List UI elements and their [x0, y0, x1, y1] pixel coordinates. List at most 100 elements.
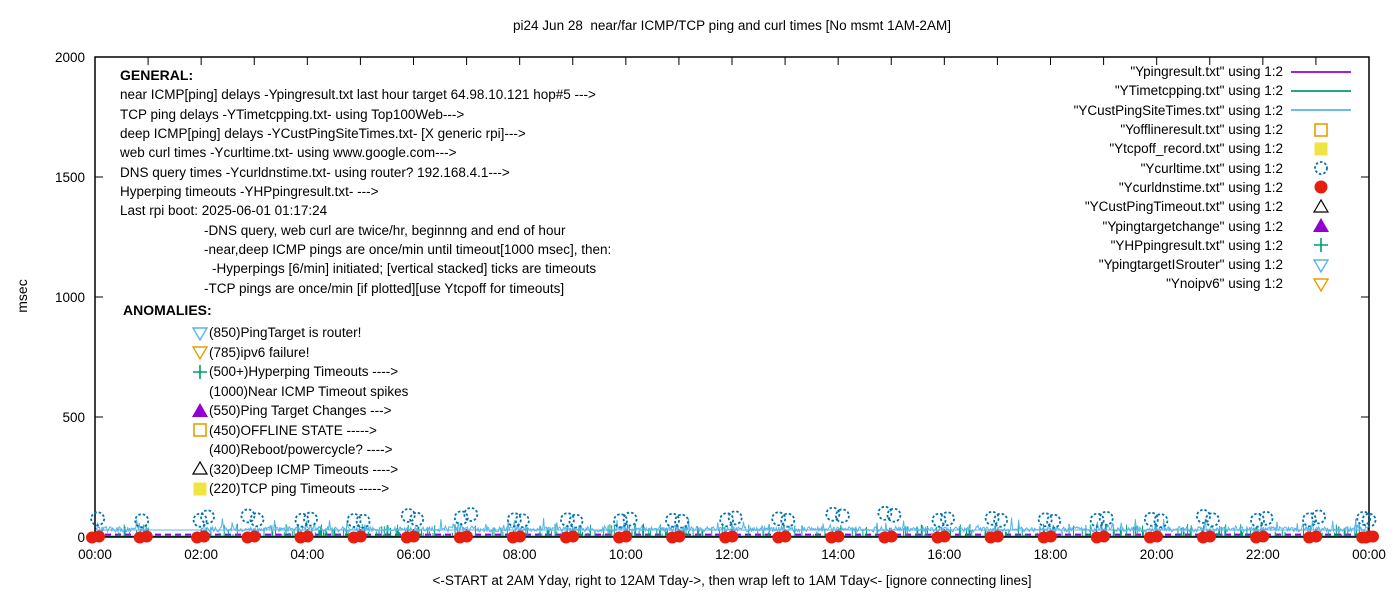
- anomaly-row: (320)Deep ICMP Timeouts ---->: [191, 460, 408, 480]
- anomaly-label: (220)TCP ping Timeouts ----->: [209, 481, 390, 496]
- plus-icon: [193, 364, 207, 379]
- general-line: -Hyperpings [6/min] initiated; [vertical…: [212, 261, 597, 277]
- series-curl-points: [90, 505, 1377, 529]
- general-line: -TCP pings are once/min [if plotted][use…: [204, 280, 565, 296]
- filled-triangle-icon: [1313, 218, 1329, 233]
- anomaly-label: (785)ipv6 failure!: [209, 344, 310, 360]
- x-tick-labels: 00:00 02:00 04:00 06:00 08:00 10:00 12:00 14:00…: [78, 547, 1386, 562]
- legend-label: "Ypingtargetchange" using 1:2: [1102, 218, 1283, 234]
- open-tri-down-icon: [1312, 258, 1330, 273]
- legend-row: "Ytcpoff_record.txt" using 1:2: [1018, 139, 1357, 158]
- legend-row: "YCustPingTimeout.txt" using 1:2: [1018, 197, 1357, 216]
- general-line: Hyperping timeouts -YHPpingresult.txt- -…: [120, 184, 379, 200]
- x-tick-label: 16:00: [927, 547, 961, 562]
- anomaly-label: (400)Reboot/powercycle? ---->: [209, 442, 393, 457]
- legend-label: "Ycurldnstime.txt" using 1:2: [1118, 179, 1283, 195]
- filled-circle-icon: [1314, 180, 1328, 194]
- general-line: TCP ping delays -YTimetcpping.txt- using…: [120, 106, 465, 122]
- x-tick-label: 10:00: [609, 547, 643, 562]
- legend: "Ypingresult.txt" using 1:2 "YTimetcppin…: [1018, 62, 1357, 294]
- general-heading: GENERAL:: [120, 67, 194, 83]
- anomaly-label: (500+)Hyperping Timeouts ---->: [209, 364, 399, 379]
- legend-row: "YpingtargetISrouter" using 1:2: [1018, 255, 1357, 274]
- general-line: Last rpi boot: 2025-06-01 01:17:24: [120, 203, 328, 219]
- no-icon: [191, 441, 209, 459]
- line-icon: [1291, 109, 1351, 112]
- general-line: deep ICMP[ping] delays -YCustPingSiteTim…: [120, 126, 526, 142]
- x-tick-label: 12:00: [715, 547, 749, 562]
- series-dns-points: [86, 530, 1379, 544]
- y-tick-label: 500: [62, 410, 85, 425]
- y-axis-label: msec: [14, 279, 30, 313]
- x-tick-label: 02:00: [184, 547, 218, 562]
- line-icon: [1291, 90, 1351, 92]
- anomaly-row: (785)ipv6 failure!: [191, 343, 408, 363]
- y-tick-label: 1000: [55, 290, 85, 305]
- legend-row: "Ypingtargetchange" using 1:2: [1018, 216, 1357, 235]
- anomaly-label: (1000)Near ICMP Timeout spikes: [209, 383, 409, 399]
- filled-square-icon: [1314, 142, 1328, 156]
- legend-label: "Ycurltime.txt" using 1:2: [1140, 160, 1283, 176]
- y-tick-label: 1500: [55, 170, 85, 185]
- legend-label: "YpingtargetISrouter" using 1:2: [1098, 257, 1283, 273]
- x-tick-label: 04:00: [290, 547, 324, 562]
- anomaly-row: (220)TCP ping Timeouts ----->: [191, 479, 408, 499]
- filled-square-icon: [193, 482, 207, 496]
- open-triangle-icon: [1312, 198, 1330, 213]
- legend-label: "Ytcpoff_record.txt" using 1:2: [1109, 141, 1283, 157]
- x-tick-label: 00:00: [1352, 547, 1386, 562]
- general-line: -near,deep ICMP pings are once/min until…: [204, 242, 612, 258]
- open-square-icon: [193, 423, 207, 438]
- filled-triangle-icon: [192, 402, 208, 417]
- x-tick-label: 00:00: [78, 547, 112, 562]
- x-tick-label: 22:00: [1246, 547, 1280, 562]
- anomalies-section: ANOMALIES: (850)PingTarget is router! (7…: [123, 302, 408, 499]
- open-circle-icon: [1314, 161, 1328, 176]
- anomaly-row: (450)OFFLINE STATE ----->: [191, 421, 408, 441]
- general-lines: near ICMP[ping] delays -Ypingresult.txt …: [120, 85, 611, 298]
- open-tri-down-icon: [191, 327, 209, 342]
- legend-row: "Ycurltime.txt" using 1:2: [1018, 158, 1357, 177]
- anomaly-label: (550)Ping Target Changes --->: [209, 403, 392, 418]
- anomaly-label: (320)Deep ICMP Timeouts ---->: [209, 461, 399, 477]
- legend-row: "Yofflineresult.txt" using 1:2: [1018, 120, 1357, 139]
- anomaly-row: (1000)Near ICMP Timeout spikes: [191, 382, 408, 402]
- legend-label: "Ypingresult.txt" using 1:2: [1130, 64, 1283, 80]
- open-tri-down-icon: [1312, 278, 1330, 293]
- x-tick-label: 06:00: [397, 547, 431, 562]
- legend-row: "YTimetcpping.txt" using 1:2: [1018, 81, 1357, 100]
- anomaly-label: (450)OFFLINE STATE ----->: [209, 422, 377, 438]
- legend-label: "Yofflineresult.txt" using 1:2: [1120, 122, 1283, 138]
- y-tick-labels: 0 500 1000 1500 2000: [55, 50, 85, 545]
- anomaly-row: (400)Reboot/powercycle? ---->: [191, 440, 408, 460]
- anomaly-row: (550)Ping Target Changes --->: [191, 401, 408, 421]
- legend-label: "YCustPingSiteTimes.txt" using 1:2: [1073, 102, 1283, 118]
- general-line: near ICMP[ping] delays -Ypingresult.txt …: [120, 87, 596, 103]
- general-section: GENERAL: near ICMP[ping] delays -Ypingre…: [120, 66, 611, 298]
- general-line: web curl times -Ycurltime.txt- using www…: [120, 145, 457, 161]
- open-tri-down-icon: [191, 346, 209, 361]
- series-deep-icmp-trace: [95, 517, 1369, 534]
- anomaly-rows: (850)PingTarget is router! (785)ipv6 fai…: [191, 323, 408, 499]
- open-square-icon: [1314, 122, 1328, 137]
- x-tick-label: 20:00: [1140, 547, 1174, 562]
- chart-title: pi24 Jun 28 near/far ICMP/TCP ping and c…: [513, 18, 951, 33]
- y-tick-label: 0: [77, 530, 85, 545]
- no-icon: [191, 382, 209, 400]
- open-triangle-icon: [191, 461, 209, 475]
- legend-row: "YHPpingresult.txt" using 1:2: [1018, 236, 1357, 255]
- x-axis-label: <-START at 2AM Yday, right to 12AM Tday-…: [432, 573, 1032, 588]
- legend-label: "YHPpingresult.txt" using 1:2: [1110, 237, 1283, 253]
- legend-label: "YTimetcpping.txt" using 1:2: [1114, 83, 1283, 99]
- legend-row: "Ynoipv6" using 1:2: [1018, 274, 1357, 293]
- legend-label: "YCustPingTimeout.txt" using 1:2: [1084, 199, 1283, 215]
- anomalies-heading: ANOMALIES:: [123, 302, 212, 318]
- legend-label: "Ynoipv6" using 1:2: [1166, 276, 1283, 292]
- series-markers: [86, 505, 1379, 544]
- y-tick-label: 2000: [55, 50, 85, 65]
- anomaly-row: (850)PingTarget is router!: [191, 323, 408, 343]
- line-icon: [1291, 70, 1351, 73]
- general-line: DNS query times -Ycurldnstime.txt- using…: [120, 164, 510, 180]
